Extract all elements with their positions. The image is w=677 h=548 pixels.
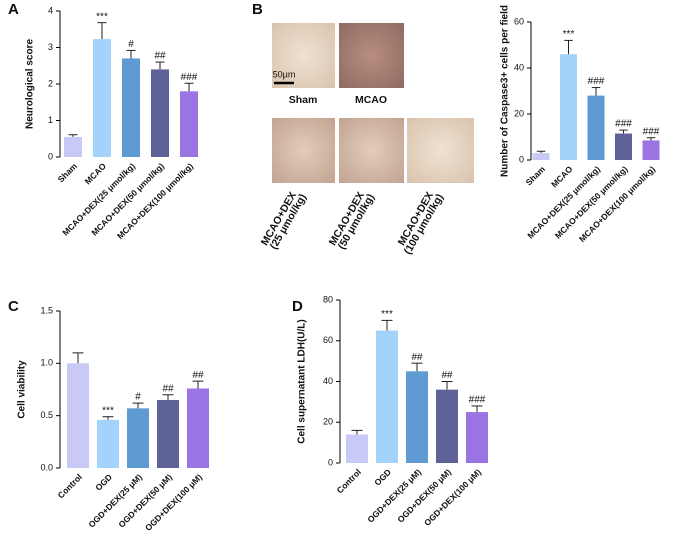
y-tick-label: 1.5 [40,305,53,315]
y-tick-label: 60 [323,335,333,345]
x-tick-label: OGD+DEX(100 μM) [143,472,204,533]
y-axis-label: Cell supernatant LDH(U/L) [297,319,308,443]
significance-label: *** [381,309,393,320]
x-tick-label: OGD+DEX(25 μM) [365,467,423,525]
significance-label: ## [154,51,166,62]
y-tick-label: 40 [323,376,333,386]
y-tick-label: 0 [328,457,333,467]
scale-bar-label: 50μm [273,69,296,79]
bar [560,54,577,161]
y-tick-label: 0.0 [40,462,53,472]
y-axis-label: Cell viability [17,360,28,419]
y-tick-label: 40 [514,62,524,72]
x-tick-label: MCAO [549,164,575,190]
bar [122,58,140,158]
panel-letter: B [252,1,263,18]
micrograph [339,23,404,88]
micrograph-images [272,23,474,183]
significance-label: *** [96,11,108,22]
panel-letter: A [8,1,19,18]
bar [97,419,119,468]
y-tick-label: 0.5 [40,410,53,420]
micrograph [407,118,474,183]
significance-label: # [128,39,134,50]
x-tick-label: OGD+DEX(50 μM) [116,472,174,530]
significance-label: ## [162,383,174,394]
bar [67,363,89,468]
y-tick-label: 1 [48,115,53,125]
panel-letter: C [8,298,19,315]
bar [127,408,149,468]
bar [180,91,198,157]
y-tick-label: 20 [323,417,333,427]
micrograph [339,118,404,183]
x-tick-label: OGD [93,472,114,493]
x-tick-label: OGD+DEX(100 μM) [422,467,483,528]
bar [587,95,605,160]
significance-label: ## [192,370,204,381]
bar [187,388,209,468]
x-tick-label: Control [56,472,84,500]
panel-letter: D [292,298,303,315]
micrograph-label: MCAO [355,94,387,106]
bar [376,330,398,463]
y-tick-label: 4 [48,5,53,15]
y-tick-label: 20 [514,108,524,118]
bar [615,133,632,160]
x-tick-label: Sham [56,161,80,185]
bar [406,371,428,463]
bar [151,69,169,157]
x-tick-label: Control [335,467,363,495]
bar [64,136,82,157]
y-tick-label: 3 [48,42,53,52]
y-tick-label: 0 [48,151,53,161]
significance-label: ### [643,126,660,137]
bar [436,389,458,463]
bar [93,39,111,158]
significance-label: ### [469,395,486,406]
bar [346,434,368,463]
significance-label: ### [588,76,605,87]
micrograph [272,23,335,88]
x-tick-label: MCAO [83,161,109,187]
significance-label: # [135,392,141,403]
y-axis-label: Number of Caspase3+ cells per field [500,5,511,177]
bar [466,412,488,463]
y-tick-label: 0 [519,154,524,164]
micrograph-label: Sham [289,94,318,106]
significance-label: ### [615,119,632,130]
micrograph [272,118,335,183]
significance-label: ### [181,72,198,83]
bar [642,140,660,160]
x-tick-label: OGD [372,467,393,488]
significance-label: ## [411,352,423,363]
x-tick-label: OGD+DEX(50 μM) [395,467,453,525]
y-tick-label: 2 [48,78,53,88]
bar [157,399,179,468]
y-tick-label: 60 [514,16,524,26]
x-tick-label: Sham [524,164,548,188]
significance-label: ## [441,370,453,381]
y-tick-label: 80 [323,294,333,304]
significance-label: *** [563,29,575,40]
y-tick-label: 1.0 [40,358,53,368]
x-tick-label: OGD+DEX(25 μM) [86,472,144,530]
significance-label: *** [102,405,114,416]
y-axis-label: Neurological score [25,39,36,129]
bar [532,153,550,160]
